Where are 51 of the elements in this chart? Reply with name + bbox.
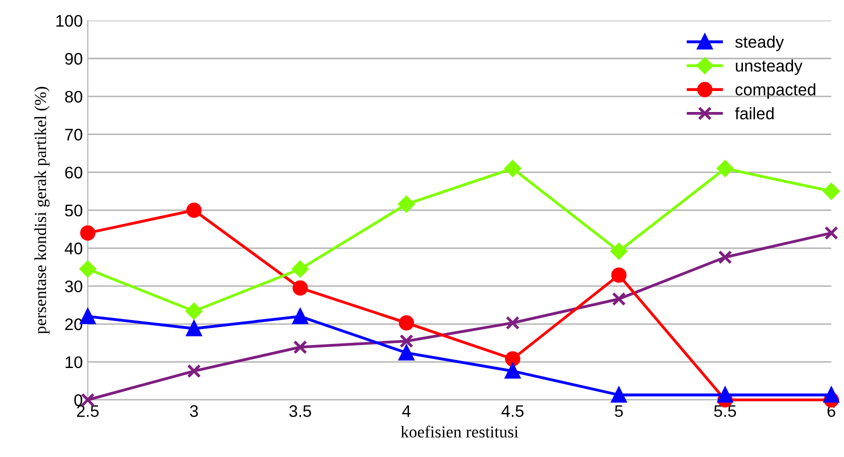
point bbox=[186, 202, 202, 218]
legend-label: compacted bbox=[736, 83, 816, 99]
x-tick-label: 2.5 bbox=[77, 405, 99, 417]
point bbox=[718, 250, 732, 264]
point bbox=[80, 225, 96, 241]
legend-label: steady bbox=[735, 36, 784, 52]
point bbox=[187, 364, 201, 378]
legend-label: failed bbox=[735, 107, 774, 120]
y-tick-label: 70 bbox=[65, 128, 82, 141]
point bbox=[824, 226, 838, 240]
point bbox=[293, 340, 308, 354]
point bbox=[611, 387, 627, 403]
point bbox=[80, 260, 96, 278]
point bbox=[612, 292, 626, 306]
point bbox=[716, 160, 734, 177]
x-tick-label: 4.5 bbox=[501, 405, 524, 417]
point bbox=[398, 345, 414, 360]
point bbox=[505, 363, 520, 379]
point bbox=[611, 267, 627, 283]
point bbox=[186, 320, 202, 336]
point bbox=[610, 242, 628, 260]
point bbox=[186, 302, 202, 320]
y-tick-label: 10 bbox=[66, 356, 82, 368]
point bbox=[717, 387, 733, 403]
x-tick-label: 4 bbox=[402, 405, 411, 417]
point bbox=[504, 160, 521, 177]
legend-label: unsteady bbox=[736, 59, 802, 75]
y-tick-label: 100 bbox=[56, 14, 82, 27]
point bbox=[398, 315, 414, 331]
point bbox=[292, 280, 308, 296]
point bbox=[823, 182, 840, 200]
point bbox=[292, 308, 308, 324]
point bbox=[292, 260, 308, 278]
y-tick-label: 40 bbox=[64, 242, 82, 254]
x-tick-label: 3 bbox=[190, 405, 198, 417]
x-tick-label: 5.5 bbox=[714, 405, 736, 417]
x-tick-label: 3.5 bbox=[289, 405, 312, 417]
y-tick-label: 60 bbox=[65, 166, 82, 178]
point bbox=[400, 334, 414, 348]
x-axis-title: koefisien restitusi bbox=[400, 426, 518, 438]
y-tick-label: 80 bbox=[65, 90, 82, 103]
y-tick-label: 0 bbox=[74, 394, 82, 406]
y-tick-label: 50 bbox=[65, 204, 82, 216]
point bbox=[505, 351, 520, 367]
point bbox=[398, 196, 415, 212]
y-tick-label: 30 bbox=[65, 280, 82, 292]
point bbox=[824, 387, 839, 403]
x-tick-label: 5 bbox=[614, 405, 623, 417]
y-axis-title: persentase kondisi gerak partikel (%) bbox=[34, 86, 50, 334]
point bbox=[506, 316, 520, 330]
y-tick-label: 90 bbox=[65, 52, 82, 65]
